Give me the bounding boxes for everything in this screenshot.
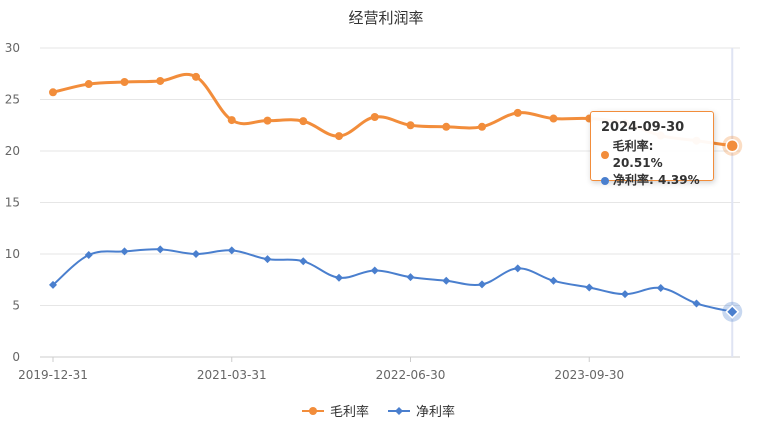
legend-item-0[interactable]: 毛利率 <box>302 404 369 420</box>
x-axis: 2019-12-31 2021-03-31 2022-06-30 2023-09-30 <box>18 357 624 382</box>
tooltip-gross-text: 毛利率: 20.51% <box>612 139 663 170</box>
legend-label: 毛利率 <box>330 404 369 420</box>
y-tick-label: 20 <box>5 144 20 158</box>
data-point[interactable] <box>621 290 629 299</box>
y-tick-label: 0 <box>12 350 20 364</box>
tooltip-net-text: 净利率: 4.39% <box>613 173 700 187</box>
data-point[interactable] <box>406 273 415 282</box>
data-point[interactable] <box>335 273 343 282</box>
series-line <box>52 248 733 313</box>
tooltip-dot-gross <box>601 151 609 159</box>
data-point[interactable] <box>156 76 165 85</box>
chart-title: 经营利润率 <box>348 9 423 27</box>
data-point[interactable] <box>370 113 379 122</box>
data-point[interactable] <box>227 116 236 125</box>
data-point[interactable] <box>227 246 236 255</box>
x-tick-label: 2019-12-31 <box>18 368 88 382</box>
data-point[interactable] <box>120 247 129 256</box>
x-tick-label: 2022-06-30 <box>376 368 446 382</box>
legend-item-1[interactable]: 净利率 <box>388 404 455 420</box>
data-point[interactable] <box>513 108 522 117</box>
y-tick-label: 25 <box>5 93 20 107</box>
data-point[interactable] <box>442 276 451 285</box>
y-tick-label: 30 <box>5 41 20 55</box>
x-tick-label: 2021-03-31 <box>197 368 267 382</box>
tooltip-dot-net <box>601 176 609 185</box>
data-point[interactable] <box>549 276 558 285</box>
data-point[interactable] <box>370 266 379 275</box>
data-point[interactable] <box>692 299 701 308</box>
data-point[interactable] <box>156 245 165 254</box>
data-point[interactable] <box>49 88 57 97</box>
data-point[interactable] <box>406 121 415 130</box>
data-point[interactable] <box>192 72 200 81</box>
data-point[interactable] <box>725 138 739 153</box>
y-tick-label: 15 <box>5 196 20 210</box>
data-point[interactable] <box>263 255 272 264</box>
data-point[interactable] <box>49 280 57 289</box>
data-point[interactable] <box>335 132 343 141</box>
data-point[interactable] <box>549 114 558 123</box>
data-point[interactable] <box>656 283 665 292</box>
data-point[interactable] <box>299 117 308 126</box>
data-point[interactable] <box>513 264 522 273</box>
data-point[interactable] <box>442 122 451 131</box>
data-point[interactable] <box>299 257 308 266</box>
data-point[interactable] <box>585 283 594 292</box>
legend-marker <box>395 407 403 415</box>
legend[interactable]: 毛利率 净利率 <box>302 404 455 420</box>
y-tick-label: 10 <box>5 247 20 261</box>
tooltip-row-gross: 毛利率: 20.51% <box>601 138 703 172</box>
data-point[interactable] <box>120 77 129 86</box>
data-point[interactable] <box>84 80 93 89</box>
tooltip: 2024-09-30 毛利率: 20.51% 净利率: 4.39% <box>590 111 714 187</box>
legend-label: 净利率 <box>416 404 455 420</box>
tooltip-row-net: 净利率: 4.39% <box>601 172 703 189</box>
y-axis: 0 5 10 15 20 25 30 <box>5 41 20 364</box>
y-tick-label: 5 <box>12 299 20 313</box>
data-point[interactable] <box>478 122 486 131</box>
data-point[interactable] <box>478 280 486 289</box>
tooltip-date: 2024-09-30 <box>601 120 685 135</box>
data-point[interactable] <box>192 250 200 258</box>
data-point[interactable] <box>84 251 93 260</box>
series-1 <box>49 245 743 322</box>
legend-marker <box>309 407 317 415</box>
x-tick-label: 2023-09-30 <box>554 368 624 382</box>
grid <box>40 47 740 358</box>
data-point[interactable] <box>725 304 740 319</box>
data-point[interactable] <box>263 116 272 125</box>
